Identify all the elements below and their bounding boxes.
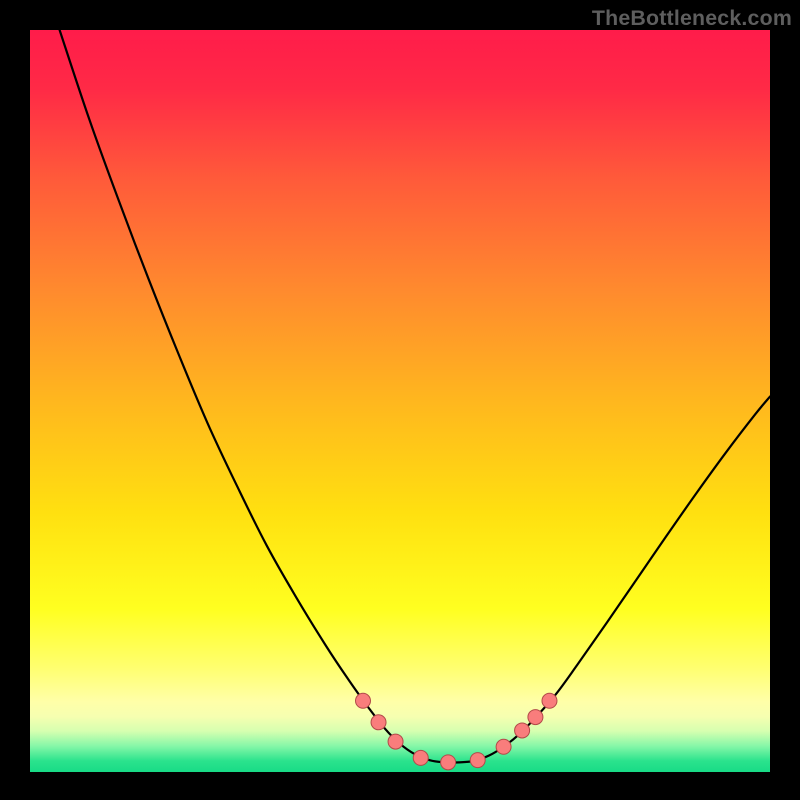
bottleneck-curve [60,30,770,763]
curve-marker [413,750,428,765]
curve-marker [356,693,371,708]
curve-marker [542,693,557,708]
curve-marker [528,710,543,725]
marker-group [356,693,557,770]
curve-marker [371,715,386,730]
curve-marker [515,723,530,738]
curve-marker [388,734,403,749]
curve-marker [441,755,456,770]
watermark-text: TheBottleneck.com [592,6,792,31]
curve-marker [470,753,485,768]
curve-marker [496,739,511,754]
chart-overlay-svg [30,30,770,772]
plot-area [30,30,770,772]
